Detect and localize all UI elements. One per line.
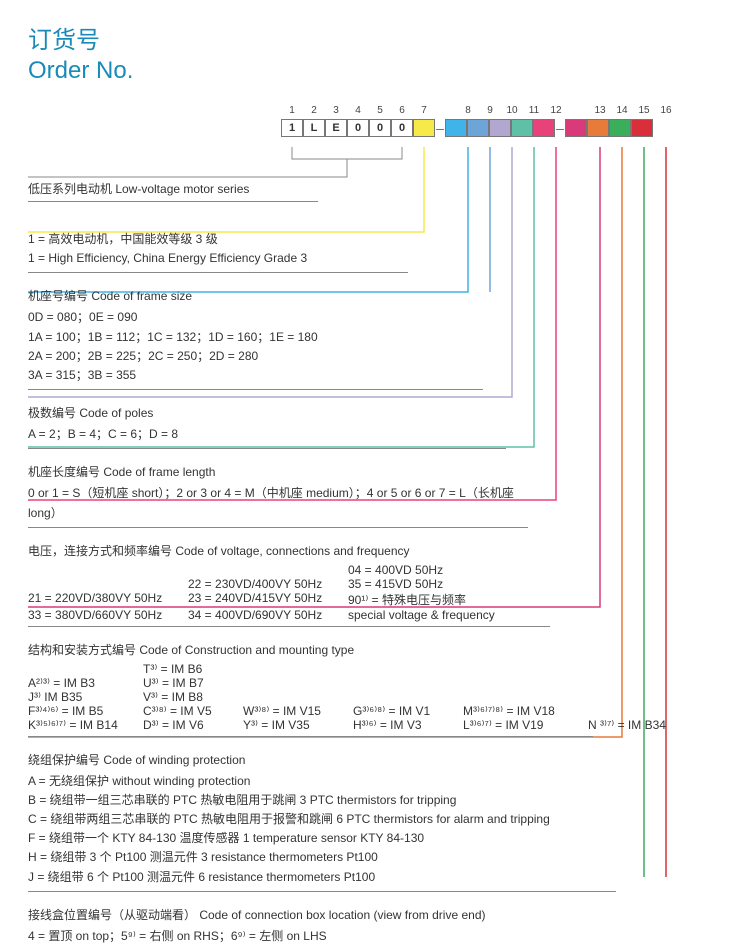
code-box: L — [303, 119, 325, 137]
section-line: 2A = 200；2B = 225；2C = 250；2D = 280 — [28, 347, 483, 366]
cell: A²⁾³⁾ = IM B3 — [28, 676, 143, 690]
cell: 90¹⁾ = 特殊电压与频率 — [348, 591, 528, 608]
section-line: 4 = 置顶 on top；5⁹⁾ = 右侧 on RHS；6⁹⁾ = 左侧 o… — [28, 927, 638, 946]
section-title: 机座号编号 Code of frame size — [28, 287, 483, 304]
cell: 23 = 240VD/415VY 50Hz — [188, 591, 348, 608]
code-box: 0 — [347, 119, 369, 137]
pos-label: 7 — [413, 105, 435, 116]
code-box: 0 — [391, 119, 413, 137]
pos-label: 5 — [369, 105, 391, 116]
cell: F³⁾⁴⁾⁶⁾ = IM B5 — [28, 704, 143, 718]
section-title: 接线盒位置编号（从驱动端看） Code of connection box lo… — [28, 906, 638, 923]
cell: 21 = 220VD/380VY 50Hz — [28, 591, 188, 608]
cell — [28, 563, 188, 577]
pos-label: 1 — [281, 105, 303, 116]
cell: M³⁾⁶⁾⁷⁾⁸⁾ = IM V18 — [463, 704, 588, 718]
cell: Y³⁾ = IM V35 — [243, 718, 353, 732]
section-line: 1 = 高效电动机，中国能效等级 3 级 — [28, 230, 408, 249]
section-title: 绕组保护编号 Code of winding protection — [28, 751, 616, 768]
pos-label: 2 — [303, 105, 325, 116]
pos-label: 14 — [611, 105, 633, 116]
section-line: J = 绕组带 6 个 Pt100 测温元件 6 resistance ther… — [28, 868, 616, 887]
code-box-12 — [533, 119, 555, 137]
cell — [28, 577, 188, 591]
cell: G³⁾⁶⁾⁸⁾ = IM V1 — [353, 704, 463, 718]
code-box-14 — [587, 119, 609, 137]
section-line: C = 绕组带两组三芯串联的 PTC 热敏电阻用于报警和跳闸 6 PTC the… — [28, 810, 616, 829]
section-line: A = 无绕组保护 without winding protection — [28, 772, 616, 791]
section-line: B = 绕组带一组三芯串联的 PTC 热敏电阻用于跳闸 3 PTC thermi… — [28, 791, 616, 810]
pos-label: 3 — [325, 105, 347, 116]
section-line: 1 = High Efficiency, China Energy Effici… — [28, 249, 408, 268]
title-en: Order No. — [28, 57, 722, 85]
section-line: 0 or 1 = S（短机座 short）；2 or 3 or 4 = M（中机… — [28, 484, 528, 522]
cell: U³⁾ = IM B7 — [143, 676, 243, 690]
code-box: 0 — [369, 119, 391, 137]
pos-label: 8 — [457, 105, 479, 116]
cell: J³⁾ IM B35 — [28, 690, 143, 704]
pos-label: 10 — [501, 105, 523, 116]
cell — [28, 662, 143, 676]
cell: V³⁾ = IM B8 — [143, 690, 243, 704]
cell: H³⁾⁶⁾ = IM V3 — [353, 718, 463, 732]
cell: 34 = 400VD/690VY 50Hz — [188, 608, 348, 622]
cell: W³⁾⁸⁾ = IM V15 — [243, 704, 353, 718]
section-line: 0D = 080；0E = 090 — [28, 308, 483, 327]
cell: K³⁾⁵⁾⁶⁾⁷⁾ = IM B14 — [28, 718, 143, 732]
cell: C³⁾⁸⁾ = IM V5 — [143, 704, 243, 718]
code-box-15 — [609, 119, 631, 137]
pos-label: 15 — [633, 105, 655, 116]
cell: N ³⁾⁷⁾ = IM B34 — [588, 718, 688, 732]
code-box-13 — [565, 119, 587, 137]
cell — [188, 563, 348, 577]
cell: L³⁾⁶⁾⁷⁾ = IM V19 — [463, 718, 588, 732]
section-title: 机座长度编号 Code of frame length — [28, 463, 528, 480]
cell: 35 = 415VD 50Hz — [348, 577, 528, 591]
cell: 04 = 400VD 50Hz — [348, 563, 528, 577]
pos-label: 16 — [655, 105, 677, 116]
code-box: 1 — [281, 119, 303, 137]
code-box: E — [325, 119, 347, 137]
code-box-7 — [413, 119, 435, 137]
code-box-11 — [511, 119, 533, 137]
section-title: 结构和安装方式编号 Code of Construction and mount… — [28, 641, 593, 658]
title-cn: 订货号 — [28, 20, 722, 55]
cell: 22 = 230VD/400VY 50Hz — [188, 577, 348, 591]
section-title: 电压，连接方式和频率编号 Code of voltage, connection… — [28, 542, 550, 559]
section-title: 极数编号 Code of poles — [28, 404, 506, 421]
order-code-diagram: 1 2 3 4 5 6 7 8 9 10 11 12 13 14 15 16 1… — [28, 105, 722, 165]
section-line: A = 2；B = 4；C = 6；D = 8 — [28, 425, 506, 444]
code-box-10 — [489, 119, 511, 137]
pos-label: 4 — [347, 105, 369, 116]
cell: D³⁾ = IM V6 — [143, 718, 243, 732]
cell: special voltage & frequency — [348, 608, 528, 622]
code-box-16 — [631, 119, 653, 137]
code-box-9 — [467, 119, 489, 137]
pos-label: 11 — [523, 105, 545, 116]
cell: T³⁾ = IM B6 — [143, 662, 243, 676]
section-line: 1A = 100；1B = 112；1C = 132；1D = 160；1E =… — [28, 328, 483, 347]
section-line: 3A = 315；3B = 355 — [28, 366, 483, 385]
pos-label: 12 — [545, 105, 567, 116]
pos-label: 6 — [391, 105, 413, 116]
pos-label: 9 — [479, 105, 501, 116]
section-line: H = 绕组带 3 个 Pt100 测温元件 3 resistance ther… — [28, 848, 616, 867]
pos-label: 13 — [589, 105, 611, 116]
code-box-8 — [445, 119, 467, 137]
cell: 33 = 380VD/660VY 50Hz — [28, 608, 188, 622]
section-line: F = 绕组带一个 KTY 84-130 温度传感器 1 temperature… — [28, 829, 616, 848]
section-title: 低压系列电动机 Low-voltage motor series — [28, 180, 318, 197]
